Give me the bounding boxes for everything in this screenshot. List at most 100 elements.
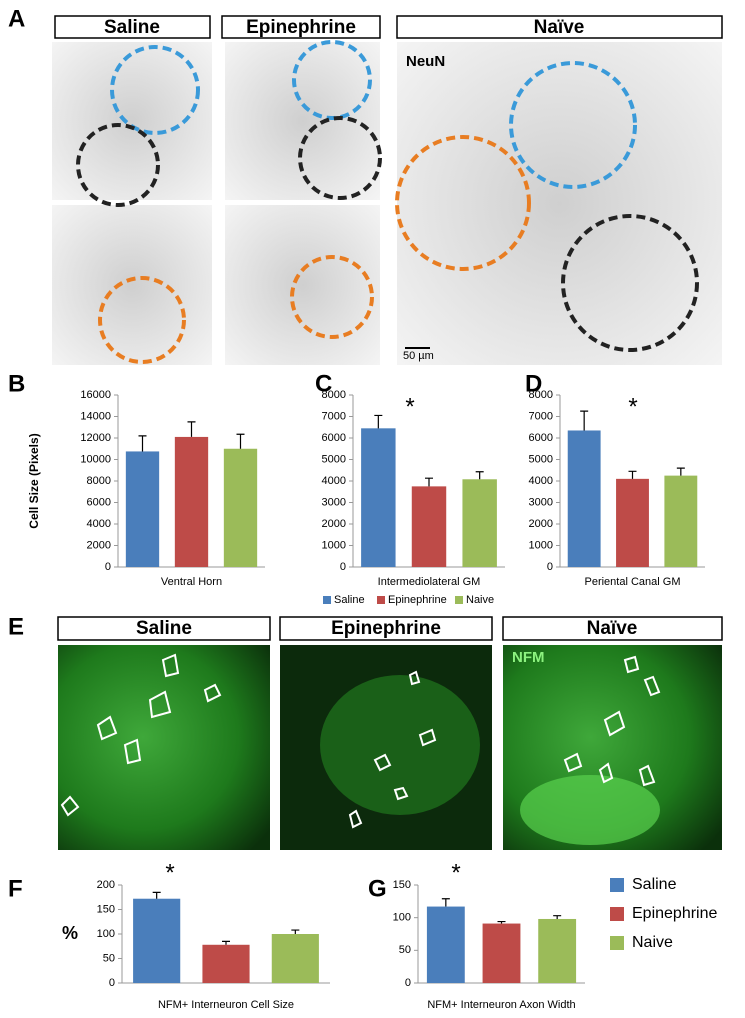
x-axis-label: Intermediolateral GM bbox=[378, 576, 481, 588]
panel-letter: A bbox=[8, 5, 25, 32]
bar bbox=[462, 479, 497, 567]
y-tick-label: 6000 bbox=[322, 432, 346, 444]
header-box bbox=[279, 616, 493, 641]
bar bbox=[223, 448, 258, 567]
panel-letter: D bbox=[525, 370, 542, 397]
y-tick-label: 10000 bbox=[80, 453, 111, 465]
error-bar bbox=[628, 470, 637, 479]
y-tick-label: 1000 bbox=[322, 539, 346, 551]
legend-swatch bbox=[323, 596, 331, 604]
y-tick-label: 1000 bbox=[529, 539, 553, 551]
error-bar bbox=[441, 898, 450, 907]
bar bbox=[482, 923, 521, 983]
y-tick-label: 5000 bbox=[322, 453, 346, 465]
bar bbox=[538, 918, 577, 983]
error-bar bbox=[138, 435, 147, 452]
bar bbox=[664, 475, 698, 567]
error-bar bbox=[475, 471, 484, 480]
bar bbox=[174, 436, 209, 567]
error-bar bbox=[580, 410, 589, 431]
error-bar bbox=[374, 414, 383, 429]
annotation: * bbox=[451, 859, 460, 886]
error-bar bbox=[425, 477, 433, 487]
y-tick-label: 4000 bbox=[529, 475, 553, 487]
micrographs bbox=[52, 40, 722, 365]
y-tick-label: 7000 bbox=[322, 410, 346, 422]
y-tick-label: 150 bbox=[393, 879, 411, 891]
y-tick-label: 5000 bbox=[529, 453, 553, 465]
bar bbox=[411, 486, 447, 567]
bar bbox=[271, 934, 319, 983]
panel-letter: B bbox=[8, 370, 25, 397]
bar bbox=[361, 428, 396, 567]
y-tick-label: 8000 bbox=[529, 389, 553, 401]
y-tick-label: 16000 bbox=[80, 389, 111, 401]
legend-swatch bbox=[455, 596, 463, 604]
annotation: * bbox=[165, 859, 174, 886]
y-tick-label: 3000 bbox=[322, 496, 346, 508]
y-tick-label: 150 bbox=[97, 903, 115, 915]
stain-label: NFM bbox=[512, 649, 545, 666]
legend-swatch bbox=[610, 907, 624, 921]
bar bbox=[567, 430, 601, 567]
y-tick-label: 50 bbox=[399, 944, 411, 956]
y-tick-label: 3000 bbox=[529, 496, 553, 508]
legend-label: Epinephrine bbox=[632, 905, 718, 922]
y-tick-label: 8000 bbox=[87, 475, 111, 487]
header-box bbox=[221, 15, 381, 39]
header: Saline bbox=[136, 618, 192, 639]
y-tick-label: 7000 bbox=[529, 410, 553, 422]
y-tick-label: 4000 bbox=[87, 518, 111, 530]
error-bar bbox=[553, 915, 562, 919]
legend-label: Epinephrine bbox=[388, 594, 447, 606]
error-bar bbox=[152, 891, 161, 899]
bar bbox=[426, 906, 465, 983]
y-tick-label: 100 bbox=[97, 928, 115, 940]
y-tick-label: 50 bbox=[103, 952, 115, 964]
bar bbox=[133, 898, 181, 983]
header: Epinephrine bbox=[246, 17, 356, 38]
stain-label: NeuN bbox=[406, 53, 445, 70]
error-bar bbox=[291, 929, 300, 934]
error-bar bbox=[222, 940, 230, 945]
header-box bbox=[396, 15, 723, 39]
fluorescence-images bbox=[58, 645, 722, 850]
y-tick-label: 14000 bbox=[80, 410, 111, 422]
error-bar bbox=[497, 920, 506, 924]
bar bbox=[125, 451, 160, 567]
header-box bbox=[57, 616, 271, 641]
y-tick-label: 6000 bbox=[529, 432, 553, 444]
y-tick-label: 0 bbox=[340, 561, 346, 573]
legend-label: Naive bbox=[466, 594, 494, 606]
bar bbox=[616, 478, 649, 567]
y-tick-label: 0 bbox=[105, 561, 111, 573]
x-axis-label: Ventral Horn bbox=[161, 576, 222, 588]
header: Epinephrine bbox=[331, 618, 441, 639]
y-tick-label: 12000 bbox=[80, 432, 111, 444]
legend-swatch bbox=[377, 596, 385, 604]
y-tick-label: 0 bbox=[405, 977, 411, 989]
y-tick-label: 0 bbox=[109, 977, 115, 989]
y-tick-label: 100 bbox=[393, 912, 411, 924]
legend-label: Naive bbox=[632, 934, 673, 951]
y-tick-label: 2000 bbox=[529, 518, 553, 530]
legend-label: Saline bbox=[632, 876, 677, 893]
legend-label: Saline bbox=[334, 594, 365, 606]
panel-letter: E bbox=[8, 613, 24, 640]
error-bar bbox=[236, 433, 245, 449]
annotation: * bbox=[405, 393, 414, 420]
y-tick-label: 8000 bbox=[322, 389, 346, 401]
header: Saline bbox=[104, 17, 160, 38]
header-box bbox=[54, 15, 211, 39]
legend-swatch bbox=[610, 936, 624, 950]
x-axis-label: Periental Canal GM bbox=[585, 576, 681, 588]
header: Naïve bbox=[587, 618, 638, 639]
x-axis-label: NFM+ Interneuron Cell Size bbox=[158, 999, 294, 1011]
error-bar bbox=[676, 467, 685, 476]
legend-swatch bbox=[610, 878, 624, 892]
annotation: * bbox=[628, 393, 637, 420]
header: Naïve bbox=[534, 17, 585, 38]
x-axis-label: NFM+ Interneuron Axon Width bbox=[427, 999, 575, 1011]
y-tick-label: 6000 bbox=[87, 496, 111, 508]
